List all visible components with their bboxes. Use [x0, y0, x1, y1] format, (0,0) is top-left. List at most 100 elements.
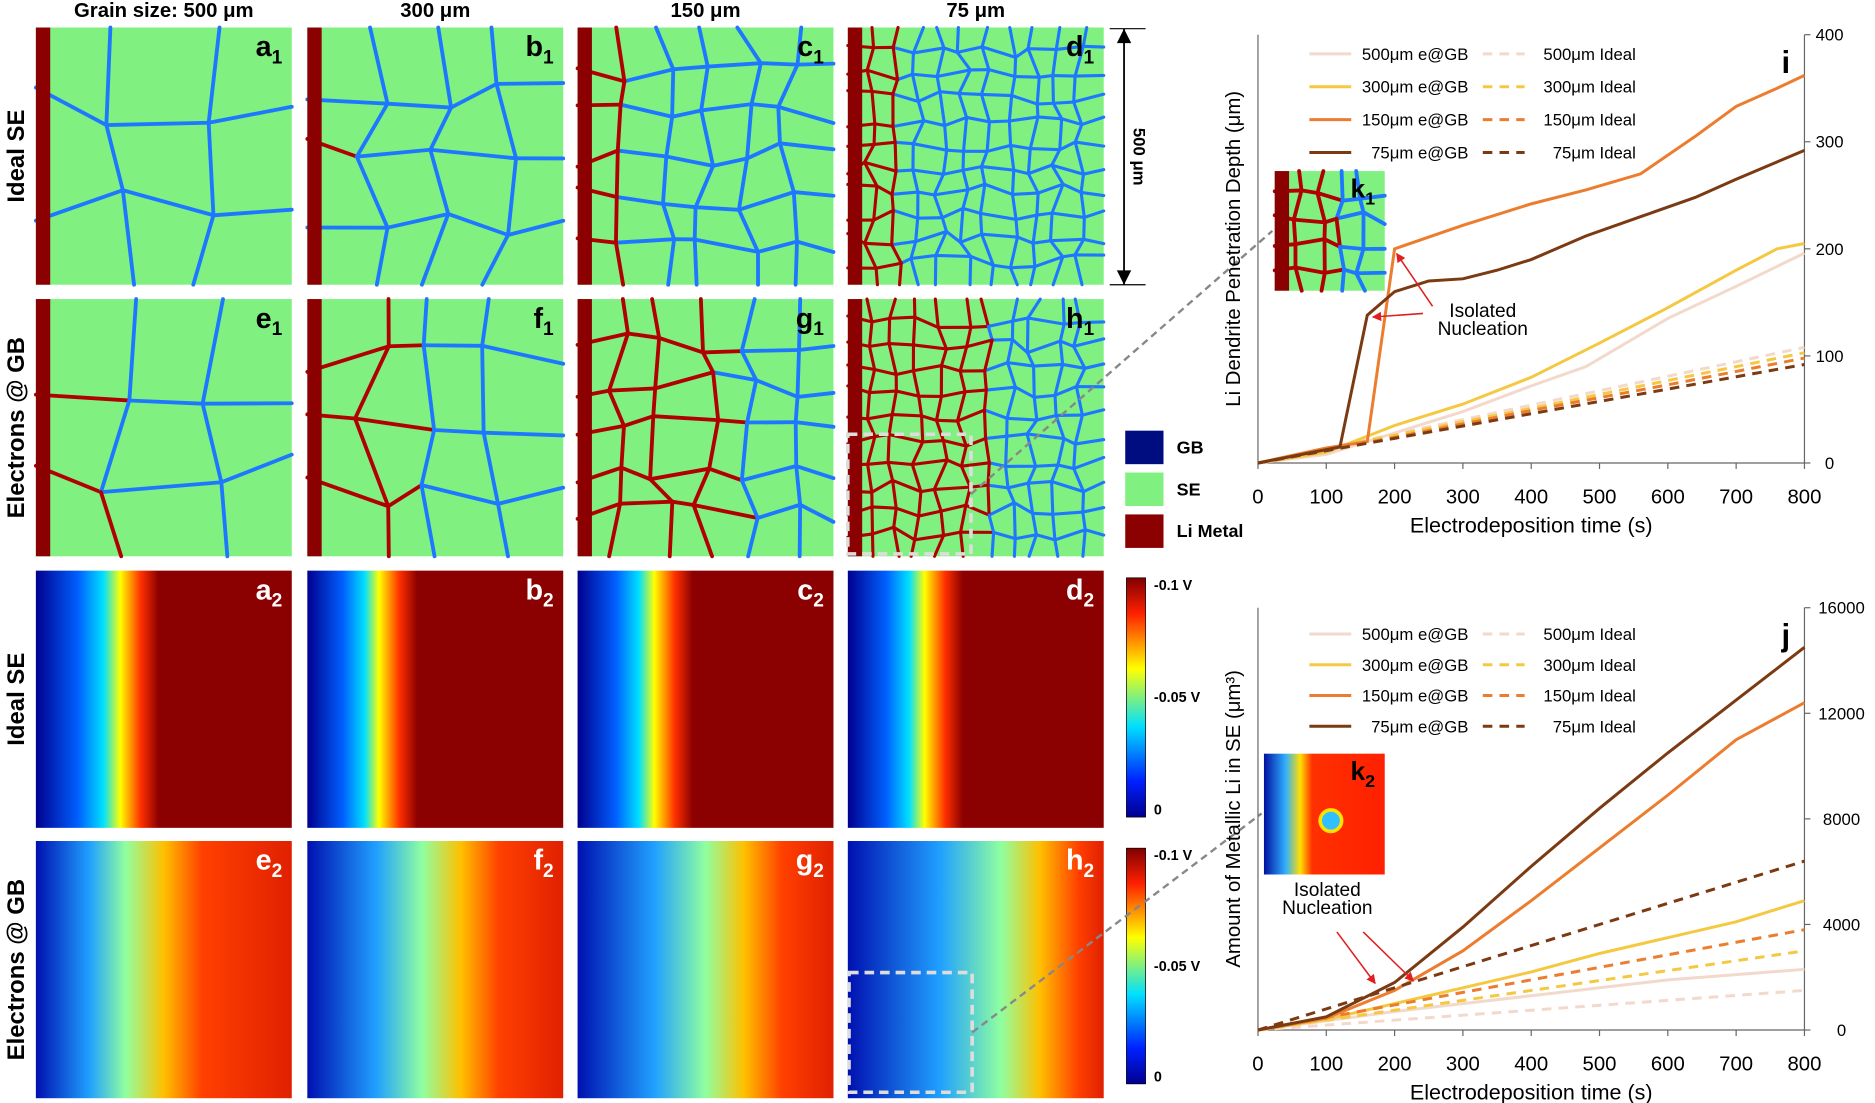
series-line — [1257, 859, 1805, 1032]
grain-boundary — [664, 154, 715, 168]
grain-boundary — [1062, 437, 1077, 446]
grain-boundary — [865, 297, 874, 324]
grain-boundary — [987, 68, 1017, 79]
grain-boundary — [873, 367, 898, 377]
grain-boundary — [961, 206, 983, 215]
grain-boundary — [1299, 188, 1320, 195]
grain-boundary — [1051, 510, 1085, 516]
potential-map — [35, 570, 292, 828]
series-line — [1257, 988, 1805, 1032]
grain-boundary — [886, 460, 914, 467]
grain-boundary — [670, 67, 676, 119]
grain-boundary — [1010, 338, 1030, 355]
grain-boundary — [626, 331, 662, 340]
grain-boundary — [1025, 432, 1038, 468]
grain-boundary — [1073, 123, 1084, 144]
grain-boundary — [891, 119, 926, 129]
grain-boundary — [965, 297, 973, 329]
grain-boundary — [1081, 25, 1089, 48]
grain-boundary — [910, 51, 915, 76]
panel-label: f2 — [533, 845, 553, 882]
grain-boundary — [1035, 75, 1041, 106]
grain-boundary — [421, 343, 437, 432]
grain-boundary — [865, 417, 877, 439]
grain-boundary — [932, 487, 943, 513]
grain-boundary — [932, 485, 972, 491]
potential-map — [847, 570, 1104, 828]
grain-boundary — [957, 68, 972, 96]
y-tick-label: 16000 — [1818, 599, 1865, 618]
grain-boundary — [1081, 490, 1086, 514]
legend-label: 500μm Ideal — [1543, 45, 1635, 64]
potential-map — [307, 570, 564, 828]
grain-boundary — [693, 205, 741, 212]
li-metal — [35, 299, 51, 557]
grain-boundary — [911, 119, 926, 146]
panel-label: c1 — [797, 31, 824, 68]
grain-boundary — [916, 99, 926, 123]
grain-boundary — [986, 483, 1010, 490]
grain-boundary — [711, 370, 759, 383]
grain-boundary — [932, 193, 944, 220]
grain-boundary — [778, 141, 796, 194]
legend-label: GB — [1177, 437, 1204, 457]
x-tick-label: 500 — [1583, 487, 1617, 509]
grain-boundary — [1051, 512, 1057, 542]
grain-boundary — [986, 461, 991, 487]
grain-boundary — [219, 452, 294, 485]
grain-boundary — [607, 386, 658, 393]
grain-boundary — [983, 182, 1015, 196]
grain-boundary — [99, 490, 124, 559]
grain-boundary — [917, 490, 923, 518]
grain-boundary — [1026, 479, 1054, 485]
series-line — [1257, 967, 1805, 1032]
x-tick-label: 800 — [1787, 1054, 1821, 1076]
series-line — [1257, 148, 1806, 465]
grain-boundary — [614, 195, 619, 245]
grain-boundary — [651, 386, 658, 419]
x-tick-label: 700 — [1719, 487, 1753, 509]
grain-boundary — [1011, 316, 1030, 323]
grain-boundary — [941, 438, 968, 448]
legend-label: 300μm e@GB — [1362, 78, 1469, 97]
grain-boundary — [982, 388, 988, 412]
grain-boundary — [987, 501, 1016, 517]
grain-boundary — [1072, 92, 1106, 104]
grain-boundary — [1053, 538, 1060, 558]
grain-boundary — [872, 184, 879, 222]
grain-boundary — [939, 364, 962, 373]
grain-boundary — [1025, 432, 1066, 441]
grain-boundary — [127, 398, 205, 406]
grain-boundary — [894, 168, 915, 173]
grain-boundary — [1072, 442, 1077, 471]
annotation-arrow — [1371, 311, 1424, 322]
grain-boundary — [697, 25, 710, 69]
panel-letter: d — [1066, 31, 1084, 63]
grain-boundary — [917, 394, 924, 418]
grain-boundary — [1032, 395, 1039, 422]
grain-boundary — [739, 464, 799, 483]
grain-boundary — [776, 104, 836, 125]
grain-boundary — [875, 184, 894, 196]
grain-boundary — [692, 237, 699, 287]
li-metal — [577, 299, 592, 557]
grain-boundary — [874, 261, 903, 270]
series-line — [1257, 701, 1806, 1032]
legend-label: 150μm e@GB — [1362, 687, 1469, 706]
grain-boundary — [607, 501, 622, 559]
grain-boundary — [899, 256, 913, 265]
grain-boundary — [932, 172, 945, 197]
colorbar-label: -0.05 V — [1154, 690, 1201, 706]
grain-boundary — [865, 413, 894, 421]
grain-boundary — [909, 256, 920, 287]
colorbar-label: -0.1 V — [1154, 848, 1193, 864]
legend-label: 150μm e@GB — [1362, 111, 1469, 130]
grain-boundary — [1025, 339, 1062, 355]
grain-boundary — [939, 390, 967, 399]
grain-boundary — [980, 232, 995, 267]
grain-boundary — [691, 503, 714, 559]
grain-boundary — [870, 525, 896, 536]
se-region — [847, 27, 1104, 285]
grain-boundary — [615, 102, 623, 153]
grain-boundary — [935, 68, 972, 79]
